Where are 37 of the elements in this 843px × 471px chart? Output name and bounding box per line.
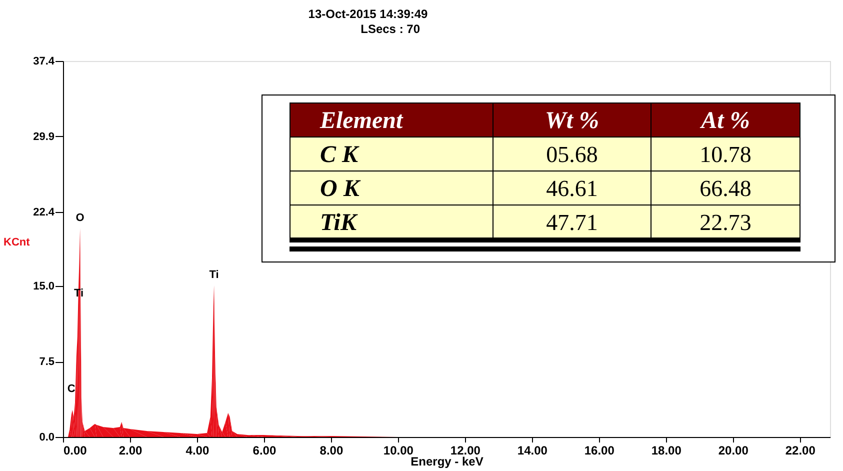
text: LSecs : 70 — [360, 22, 420, 36]
annotation: O — [76, 212, 85, 224]
annotation: 46.61 — [546, 176, 598, 201]
x-tick-label: 22.00 — [785, 444, 816, 458]
y-tick-label: 37.4 — [33, 56, 56, 68]
annotation: Wt % — [545, 108, 599, 134]
x-tick-label: 10.00 — [383, 444, 414, 458]
annotation: C — [67, 382, 76, 395]
x-tick-label: 8.00 — [320, 444, 344, 458]
annotation: 05.68 — [546, 142, 598, 167]
annotation: 47.71 — [546, 210, 598, 235]
x-tick-label: 18.00 — [651, 444, 682, 458]
y-tick-label: 7.5 — [39, 356, 54, 368]
annotation: C K — [320, 142, 360, 168]
annotation: At % — [699, 108, 750, 134]
annotation: O K — [320, 176, 362, 202]
y-tick-label: 29.9 — [33, 130, 54, 143]
y-tick-label: 15.0 — [33, 280, 54, 293]
x-tick-label: 2.00 — [118, 444, 142, 458]
x-tick-label: 6.00 — [252, 444, 276, 458]
x-tick-label: 4.00 — [186, 444, 210, 458]
text: 13-Oct-2015 14:39:49 — [308, 7, 428, 21]
y-axis-title: KCnt — [4, 236, 30, 248]
x-tick-label: 16.00 — [584, 444, 615, 458]
x-tick-label: 12.00 — [450, 444, 481, 458]
annotation: 66.48 — [700, 176, 752, 201]
annotation: TiK — [320, 210, 358, 236]
y-tick-label: 22.4 — [33, 206, 56, 218]
x-tick-label: 14.00 — [517, 444, 548, 458]
annotation: Element — [319, 108, 404, 134]
annotation: 10.78 — [700, 142, 752, 167]
annotation: Ti — [209, 269, 219, 282]
x-axis-title: Energy - keV — [410, 454, 484, 468]
annotation: 22.73 — [700, 210, 752, 235]
x-tick-label: 20.00 — [718, 444, 749, 458]
x-tick-label: 0.00 — [64, 444, 88, 458]
y-tick-label: 0.0 — [39, 432, 54, 444]
